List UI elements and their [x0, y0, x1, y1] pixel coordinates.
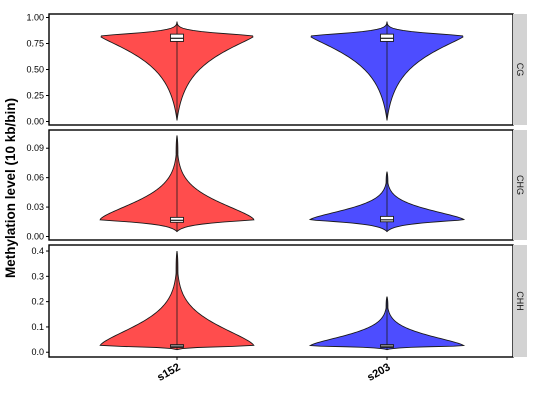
- facet-strip-label: CG: [515, 63, 525, 77]
- y-tick-label: 0.25: [26, 91, 44, 101]
- y-tick-label: 0.50: [26, 65, 44, 75]
- y-tick-label: 0.75: [26, 39, 44, 49]
- facet-strip: [513, 130, 527, 240]
- panel-frame: [48, 13, 514, 126]
- facet-panel-cg: CG 0.00 0.25 0.50 0.75 1.00: [26, 13, 527, 127]
- y-tick-label: 0.4: [31, 246, 44, 256]
- y-tick-label: 0.00: [26, 232, 44, 242]
- facet-strip: [513, 14, 527, 125]
- iqr-box-s203: [380, 215, 394, 223]
- facet-strip-label: CHH: [515, 291, 525, 311]
- y-tick-label: 0.2: [31, 297, 44, 307]
- facet-strip: [513, 245, 527, 357]
- x-tick-label-s203: s203: [365, 361, 392, 384]
- y-tick-label: 0.0: [31, 347, 44, 357]
- y-tick-label: 0.03: [26, 202, 44, 212]
- facet-panel-chh: CHH 0.0 0.1 0.2 0.3 0.4: [31, 244, 527, 358]
- y-axis-title: Methylation level (10 kb/bin): [3, 98, 18, 278]
- y-tick-label: 1.00: [26, 13, 44, 23]
- facet-panel-chg: CHG 0.00 0.03 0.06 0.09: [26, 129, 527, 242]
- panel-frame: [48, 129, 514, 241]
- y-tick-label: 0.00: [26, 117, 44, 127]
- facet-strip-label: CHG: [515, 175, 525, 195]
- y-tick-label: 0.09: [26, 143, 44, 153]
- plot-area: CG 0.00 0.25 0.50 0.75 1.00 CHG 0.00 0.03 0.06 0.0…: [26, 13, 527, 384]
- y-tick-label: 0.1: [31, 322, 44, 332]
- y-tick-label: 0.06: [26, 173, 44, 183]
- y-tick-label: 0.3: [31, 271, 44, 281]
- x-tick-label-s152: s152: [155, 361, 182, 384]
